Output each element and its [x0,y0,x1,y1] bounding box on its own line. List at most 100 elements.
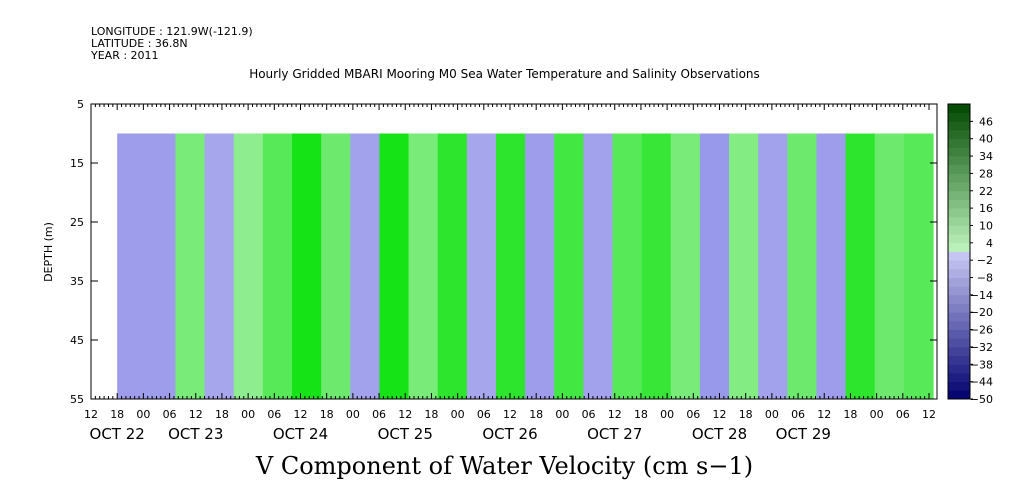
x-tick-label: 12 [189,408,203,421]
velocity-cell [175,133,206,399]
colorbar-label: −26 [970,324,993,337]
velocity-cell [845,133,876,399]
colorbar-swatch [948,390,970,400]
velocity-cell [204,133,235,399]
colorbar-swatch [948,312,970,322]
velocity-cell [816,133,847,399]
colorbar-label: 4 [986,237,993,250]
colorbar-swatch [948,355,970,365]
colorbar-labels: 46 40 34 28 22 16 10 4 −2 −8 −14 −20 −26 −32 −38 −44 −50 [970,115,993,406]
x-tick-label: 12 [84,408,98,421]
x-date-label: OCT 29 [776,425,831,443]
year-label: YEAR : 2011 [91,49,159,62]
x-tick-label: 12 [817,408,831,421]
colorbar-label: 40 [979,133,993,146]
colorbar-label: −32 [970,341,993,354]
x-tick-label: 00 [241,408,255,421]
x-tick-label: 12 [713,408,727,421]
colorbar-label: −2 [977,254,993,267]
colorbar-frame [947,103,971,400]
velocity-cell [350,133,381,399]
x-tick-label: 06 [477,408,491,421]
x-tick-label: 12 [398,408,412,421]
velocity-cell [233,133,264,399]
velocity-cell [699,133,730,399]
colorbar [947,103,971,400]
velocity-cell [466,133,497,399]
velocity-cell [583,133,614,399]
x-tick-label: 12 [503,408,517,421]
colorbar-swatch [948,277,970,287]
colorbar-swatch [948,346,970,357]
x-tick-label: 12 [608,408,622,421]
x-tick-label: 18 [110,408,124,421]
x-date-label: OCT 22 [90,425,145,443]
y-tick-label: 15 [70,157,84,170]
x-tick-label: 18 [529,408,543,421]
velocity-cell [379,133,410,399]
x-tick-label: 18 [739,408,753,421]
colorbar-swatch [948,381,970,391]
variable-label: V Component of Water Velocity (cm s−1) [255,452,754,480]
colorbar-swatch [948,164,970,174]
colorbar-swatch [948,303,970,313]
velocity-cell [408,133,439,399]
x-tick-label: 18 [634,408,648,421]
velocity-cell [554,133,584,399]
x-tick-labels: 12 18 00 06 12 18 00 06 12 18 00 06 12 18 00 06 12 18 00 06… [84,408,936,421]
colorbar-swatch [948,104,970,114]
y-tick-label: 25 [70,216,84,229]
x-tick-label: 00 [451,408,465,421]
colorbar-swatch [948,121,970,131]
velocity-cell [117,133,147,399]
x-date-label: OCT 25 [378,425,433,443]
chart-title: Hourly Gridded MBARI Mooring M0 Sea Wate… [249,67,760,81]
colorbar-swatch [948,173,970,183]
y-tick-label: 55 [70,393,84,406]
colorbar-swatch [948,138,970,148]
latitude-label: LATITUDE : 36.8N [91,37,188,50]
colorbar-swatch [948,286,970,296]
colorbar-label: −44 [970,376,993,389]
x-tick-label: 00 [870,408,884,421]
colorbar-swatch [948,182,970,192]
colorbar-swatch [948,294,970,304]
colorbar-label: −20 [970,306,993,319]
y-axis-label: DEPTH (m) [42,222,55,282]
x-date-label: OCT 23 [168,425,223,443]
x-tick-label: 18 [843,408,857,421]
x-tick-label: 12 [294,408,308,421]
x-tick-label: 06 [582,408,596,421]
colorbar-swatch [948,234,970,244]
colorbar-swatch [948,190,970,200]
x-date-label: OCT 24 [273,425,328,443]
colorbar-label: 10 [979,219,993,232]
colorbar-swatch [948,338,970,348]
x-tick-label: 06 [372,408,386,421]
velocity-cell [729,133,759,399]
colorbar-label: −38 [970,358,993,371]
colorbar-label: −8 [977,272,993,285]
colorbar-swatch [948,112,970,122]
velocity-cell [903,133,934,399]
colorbar-swatch [948,216,970,226]
colorbar-label: 34 [979,150,993,163]
colorbar-label: 16 [979,202,993,215]
colorbar-swatch [948,225,970,235]
velocity-field [117,133,934,399]
colorbar-label: 46 [979,115,993,128]
velocity-cell [758,133,788,399]
velocity-cell [262,133,293,399]
colorbar-swatch [948,372,970,383]
colorbar-swatch [948,130,970,140]
axis-ticks [90,103,937,400]
x-tick-label: 12 [922,408,936,421]
velocity-cell [437,133,468,399]
velocity-cell [874,133,905,399]
velocity-cell [292,133,322,399]
colorbar-swatch [948,364,970,374]
x-date-label: OCT 26 [482,425,537,443]
colorbar-swatch [948,251,970,261]
colorbar-label: −50 [970,393,993,406]
